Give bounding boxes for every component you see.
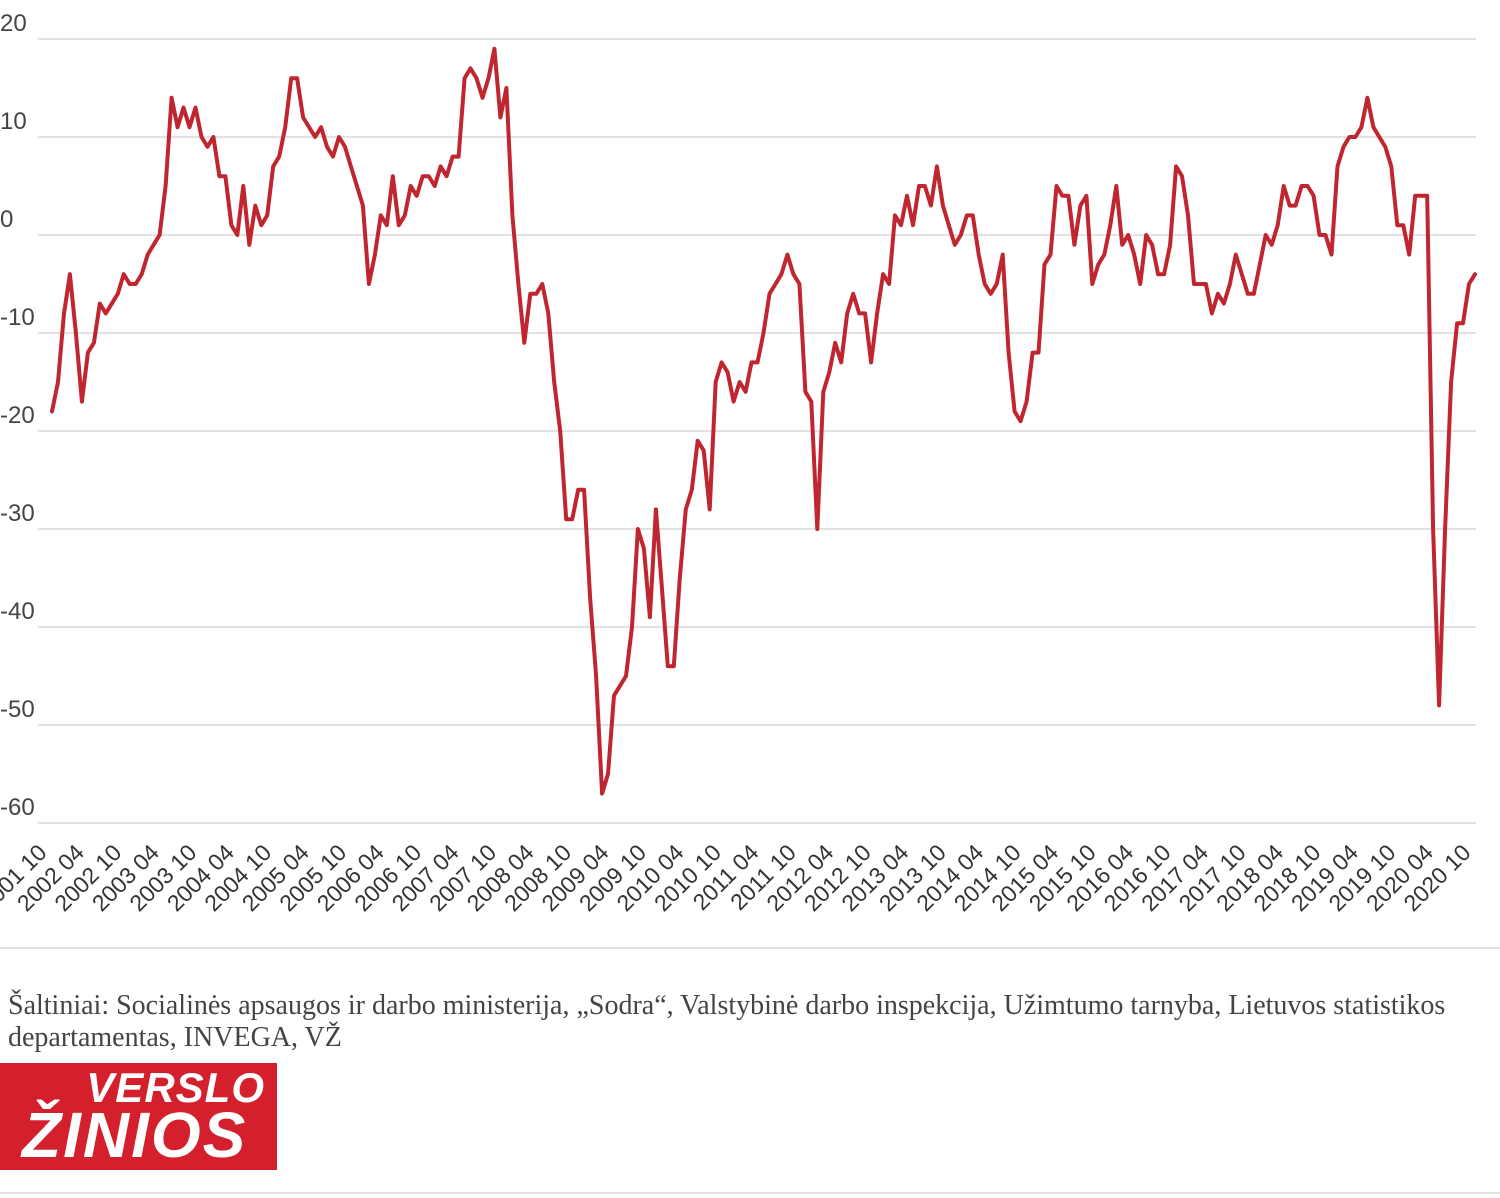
y-tick-label: 20 [0,10,27,37]
y-tick-label: 10 [0,108,27,135]
bottom-divider [0,1192,1500,1194]
y-tick-label: -50 [0,696,35,723]
gridlines [38,38,1476,824]
y-tick-label: 0 [0,206,13,233]
logo-text-bottom: ŽINIOS [22,1099,248,1170]
y-tick-label: -20 [0,402,35,429]
source-note: Šaltiniai: Socialinės apsaugos ir darbo … [8,990,1446,1053]
y-tick-label: -30 [0,500,35,527]
y-axis-ticks: 20 10 0 -10 -20 -30 -40 -50 -60 [0,10,35,821]
series-line [50,46,1477,796]
y-tick-label: -40 [0,598,35,625]
versloziniu-logo: VERSLO ŽINIOS [0,1063,277,1170]
logo-text-top: VERSLO [86,1064,265,1111]
y-tick-label: -10 [0,304,35,331]
y-tick-label: -60 [0,794,35,821]
